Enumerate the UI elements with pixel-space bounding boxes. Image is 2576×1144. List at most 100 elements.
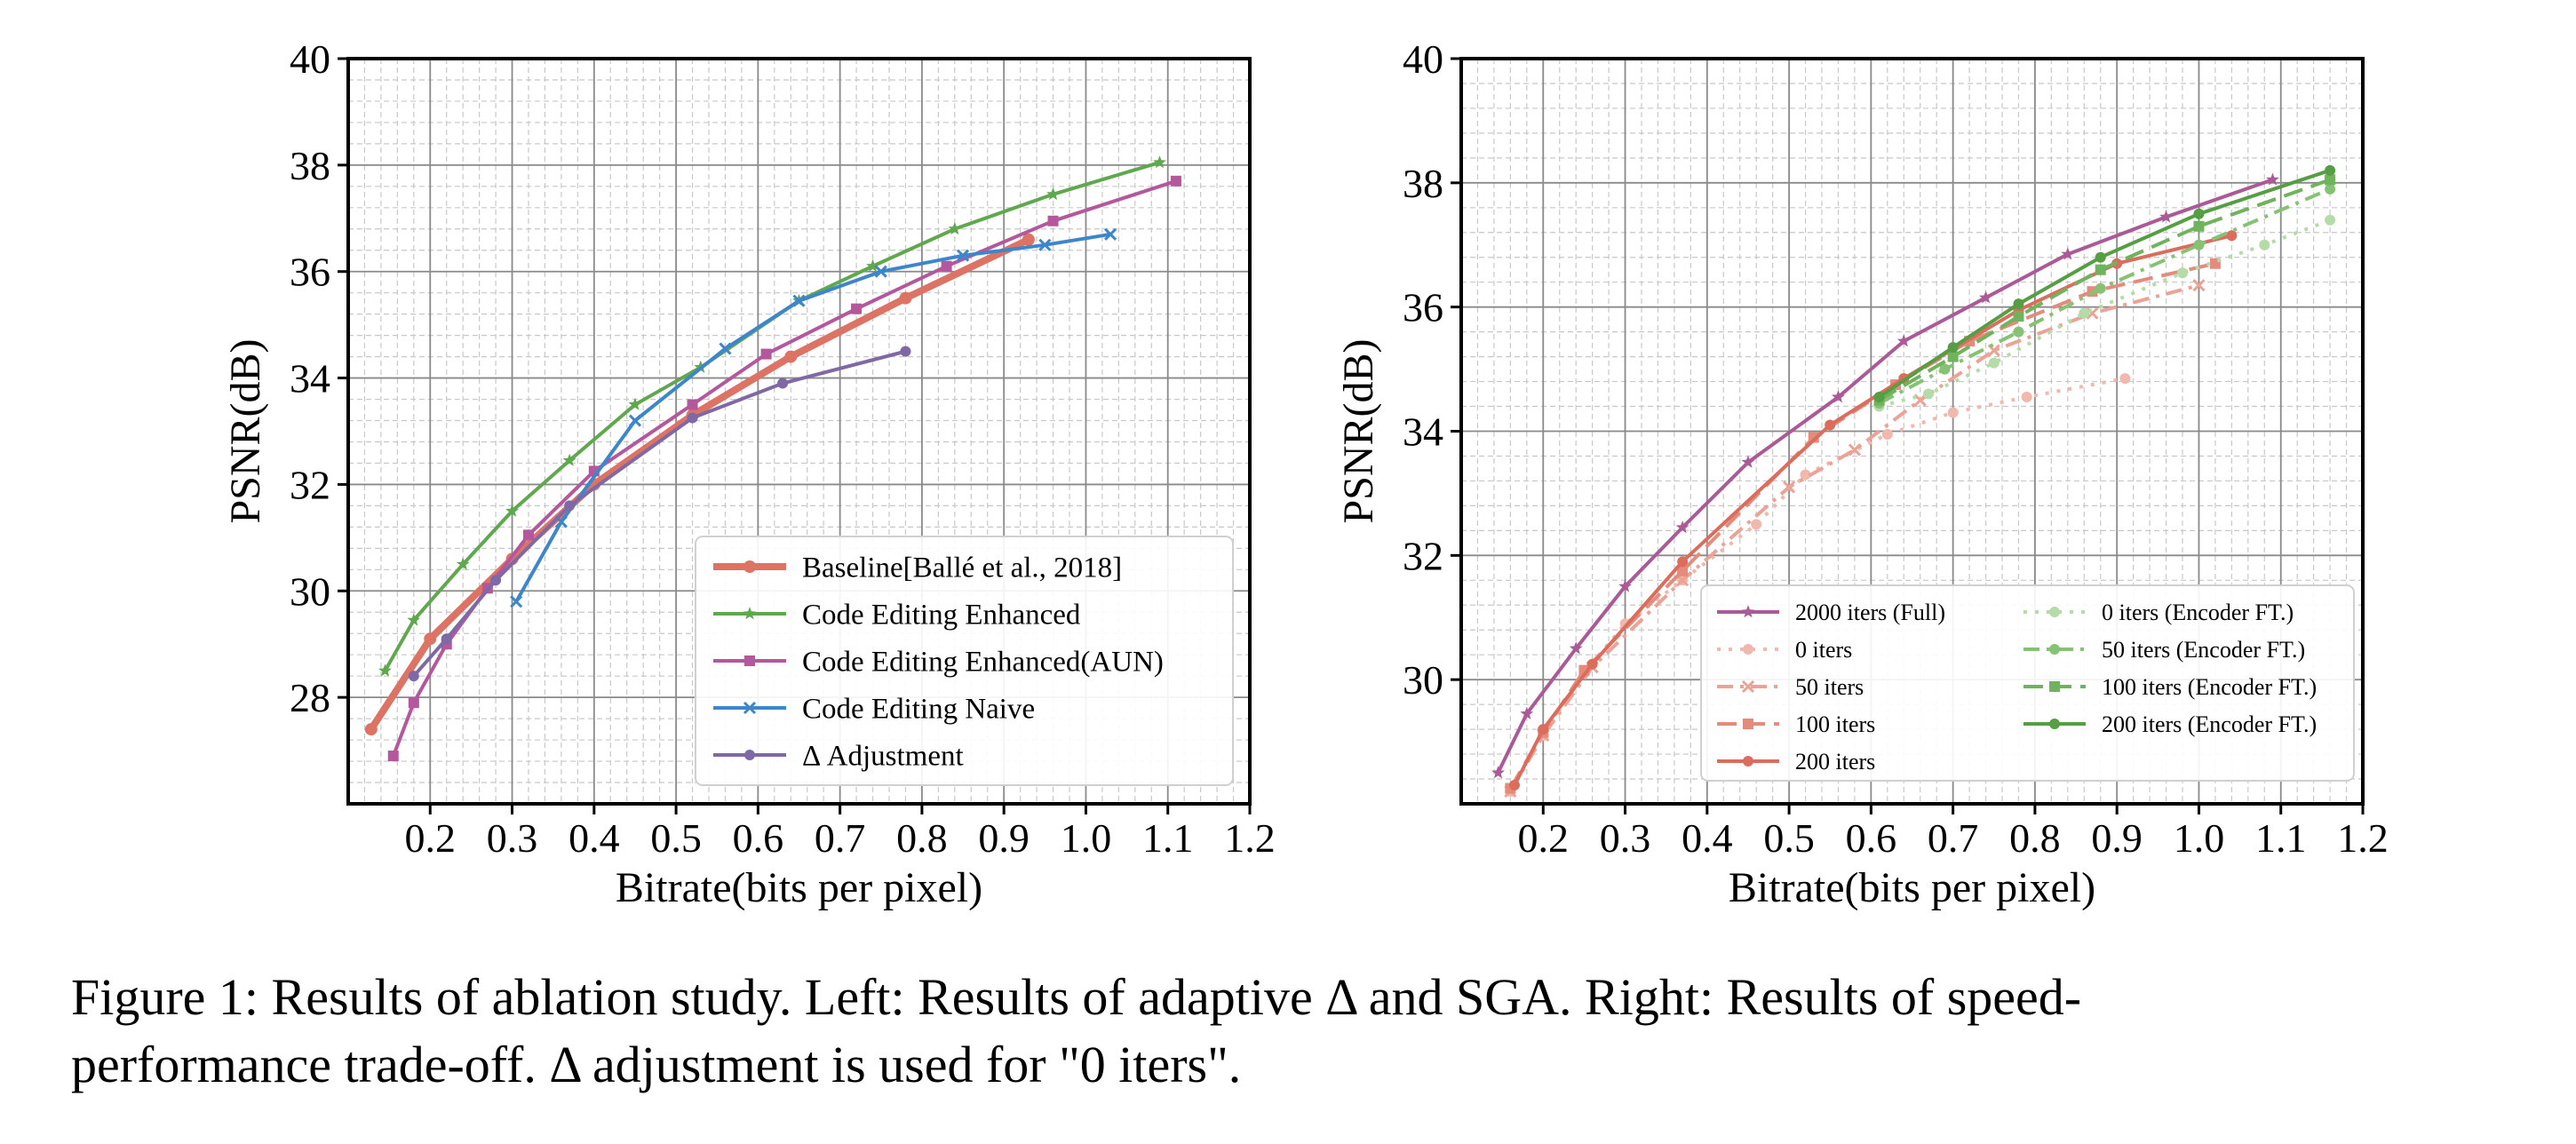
- series: [408, 346, 911, 682]
- data-point: [2259, 239, 2270, 250]
- series: [1873, 174, 2336, 406]
- data-point: [1832, 390, 1845, 403]
- caption-line-1: Figure 1: Results of ablation study. Lef…: [71, 968, 2082, 1026]
- y-tick-label: 36: [290, 250, 330, 295]
- y-tick-label: 30: [1403, 657, 1443, 703]
- data-point: [2177, 267, 2188, 279]
- series-line: [1508, 283, 2200, 793]
- y-tick-label: 40: [1403, 36, 1443, 82]
- y-tick-label: 34: [1403, 409, 1443, 455]
- data-point: [2021, 392, 2032, 403]
- data-point: [1520, 706, 1534, 719]
- x-tick-label: 0.4: [1682, 815, 1733, 861]
- y-tick-label: 38: [1403, 161, 1443, 206]
- series: [1491, 172, 2279, 779]
- data-point: [1947, 351, 1959, 362]
- data-point: [1104, 227, 1117, 241]
- data-point: [628, 397, 642, 410]
- legend-marker: [743, 560, 756, 573]
- x-tick-label: 1.2: [2337, 815, 2389, 861]
- legend-label: Code Editing Naive: [802, 694, 1035, 726]
- x-tick-label: 0.5: [1763, 815, 1815, 861]
- legend-label: 200 iters: [1795, 749, 1875, 775]
- data-point: [2095, 264, 2106, 275]
- data-point: [407, 613, 421, 626]
- y-tick-label: 30: [290, 568, 330, 614]
- legend-label: Baseline[Ballé et al., 2018]: [802, 552, 1122, 584]
- legend-label: 100 iters: [1795, 711, 1875, 737]
- x-tick-label: 0.8: [2009, 815, 2061, 861]
- data-point: [2325, 164, 2336, 176]
- data-point: [1538, 724, 1549, 735]
- data-point: [1153, 155, 1166, 169]
- data-point: [777, 377, 789, 389]
- data-point: [2192, 279, 2206, 292]
- series-line: [1878, 168, 2331, 399]
- legend-marker: [1743, 756, 1753, 767]
- data-point: [948, 222, 962, 235]
- data-point: [941, 260, 952, 272]
- y-tick-label: 32: [1403, 533, 1443, 578]
- data-point: [851, 303, 863, 314]
- legend-label: 0 iters (Encoder FT.): [2102, 600, 2294, 625]
- legend-label: 50 iters: [1795, 674, 1864, 700]
- data-point: [1783, 481, 1796, 494]
- data-point: [2325, 214, 2336, 226]
- data-point: [1586, 658, 1598, 670]
- legend-marker: [743, 701, 757, 715]
- data-point: [562, 453, 576, 466]
- x-tick-label: 0.6: [733, 815, 784, 861]
- data-point: [408, 697, 419, 709]
- data-point: [628, 414, 642, 427]
- data-point: [1046, 187, 1060, 201]
- legend-marker: [2049, 681, 2060, 692]
- y-tick-label: 40: [290, 36, 330, 82]
- data-point: [364, 723, 378, 736]
- data-point: [2079, 307, 2090, 319]
- data-point: [1022, 233, 1035, 246]
- x-tick-label: 0.3: [487, 815, 538, 861]
- x-tick-label: 0.9: [978, 815, 1030, 861]
- series-line: [1496, 178, 2274, 774]
- data-point: [1881, 428, 1893, 440]
- data-point: [874, 265, 887, 278]
- legend-marker: [1743, 719, 1753, 729]
- y-tick-label: 36: [1403, 285, 1443, 330]
- data-point: [1741, 455, 1755, 468]
- y-tick-label: 28: [290, 675, 330, 720]
- chart-right: 0.2 0.3 0.4 0.5 0.6 0.7 0.8 0.9 1.0 1.1 1.2 30 32 34 3…: [1335, 36, 2389, 911]
- x-tick-label: 1.0: [1061, 815, 1112, 861]
- legend-label: 100 iters (Encoder FT.): [2102, 674, 2317, 700]
- data-point: [1675, 520, 1690, 534]
- data-point: [2013, 311, 2024, 322]
- figure-charts: 0.2 0.3 0.4 0.5 0.6 0.7 0.8 0.9 1.0 1.1 1.2 28 30 32 3…: [222, 36, 2389, 911]
- data-point: [1896, 334, 1911, 347]
- data-point: [387, 751, 399, 762]
- legend-label: 200 iters (Encoder FT.): [2102, 711, 2317, 737]
- series: [1873, 214, 2336, 412]
- series: [1504, 279, 2206, 798]
- data-point: [1751, 519, 1762, 530]
- y-tick-label: 34: [290, 356, 330, 401]
- data-point: [899, 291, 912, 305]
- data-point: [792, 294, 806, 307]
- data-point: [2061, 247, 2075, 260]
- data-point: [2159, 210, 2173, 223]
- data-point: [1170, 175, 1181, 187]
- legend-marker: [2049, 719, 2060, 729]
- data-point: [424, 632, 437, 646]
- data-point: [784, 350, 798, 363]
- data-point: [866, 258, 879, 272]
- data-point: [1825, 419, 1836, 431]
- data-point: [1947, 407, 1959, 418]
- legend-label: 50 iters (Encoder FT.): [2102, 637, 2305, 663]
- data-point: [719, 342, 732, 355]
- data-point: [523, 529, 534, 541]
- legend-label: Code Editing Enhanced(AUN): [802, 647, 1164, 679]
- data-point: [1618, 579, 1632, 592]
- legend-marker: [2049, 644, 2060, 655]
- legend-box: [1700, 584, 2355, 782]
- x-tick-label: 1.1: [1142, 815, 1194, 861]
- series-line: [1878, 187, 2331, 405]
- legend: 2000 iters (Full) 0 iters 50 iters 100 iter…: [1700, 584, 2355, 782]
